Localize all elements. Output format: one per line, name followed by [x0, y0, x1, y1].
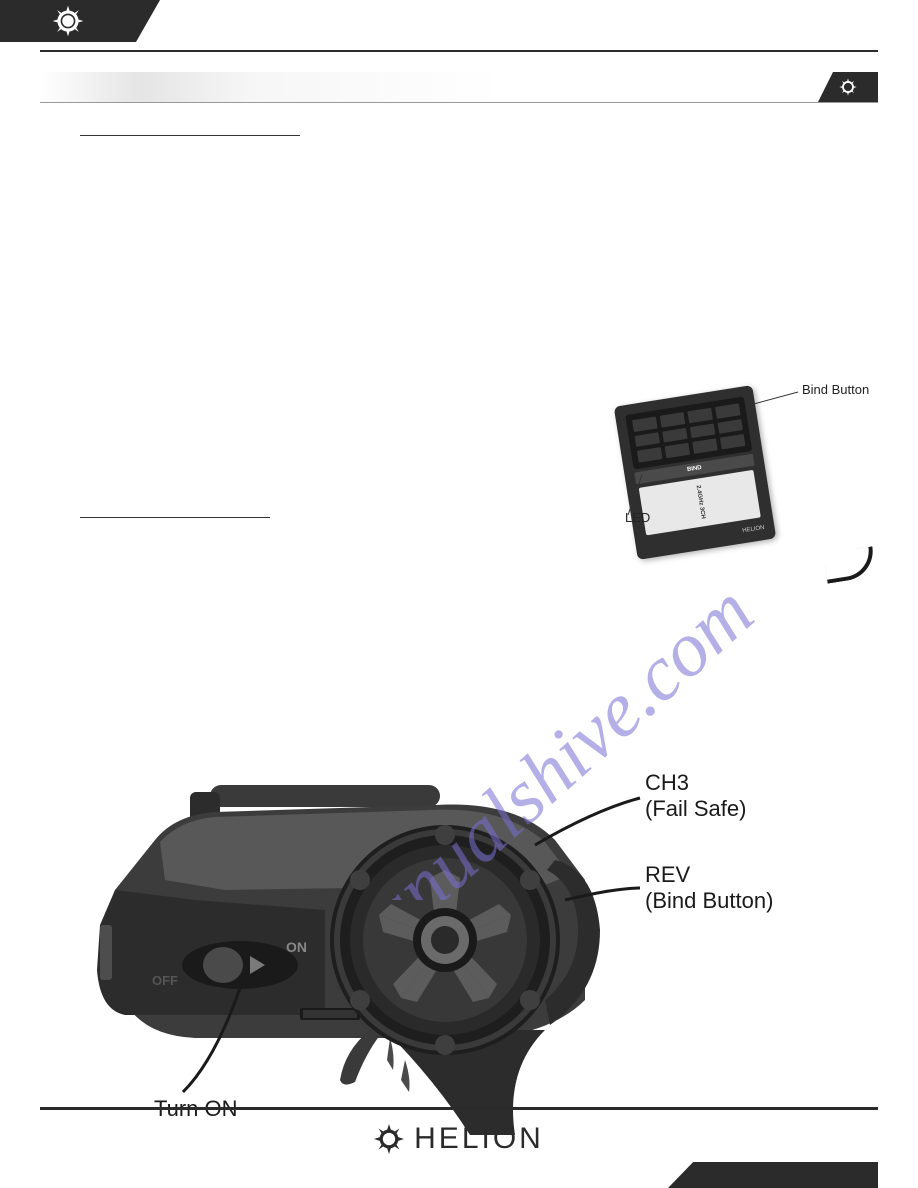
transmitter-svg: ON OFF: [75, 770, 835, 1140]
header-badge: [0, 0, 160, 42]
callout-led: LED: [625, 510, 650, 525]
rev-line1: REV: [645, 862, 690, 887]
subsection-title-2: [80, 500, 270, 518]
footer-rule: [40, 1107, 878, 1110]
receiver-illustration: BIND 2.4GHz 3CH HELION: [590, 370, 860, 570]
section-rule: [40, 102, 878, 103]
footer-brand-text: HELION: [414, 1122, 544, 1156]
subsection-title-1: [80, 118, 300, 136]
gear-icon: [374, 1124, 404, 1154]
transmitter-illustration: ON OFF: [75, 770, 835, 1140]
on-text: ON: [286, 939, 307, 955]
footer-logo: HELION: [0, 1122, 918, 1156]
callout-rev: REV (Bind Button): [645, 862, 773, 915]
gear-icon: [839, 78, 857, 96]
page-header: [0, 0, 918, 50]
header-rule: [40, 50, 878, 52]
rev-line2: (Bind Button): [645, 888, 773, 913]
ch3-line1: CH3: [645, 770, 689, 795]
ch3-line2: (Fail Safe): [645, 796, 746, 821]
section-header-bar: [40, 72, 878, 102]
footer-tab: [668, 1162, 878, 1188]
receiver-callouts: [590, 370, 860, 570]
callout-bind-button: Bind Button: [802, 382, 869, 397]
callout-ch3: CH3 (Fail Safe): [645, 770, 746, 823]
gear-icon: [52, 5, 84, 37]
off-text: OFF: [152, 973, 178, 988]
